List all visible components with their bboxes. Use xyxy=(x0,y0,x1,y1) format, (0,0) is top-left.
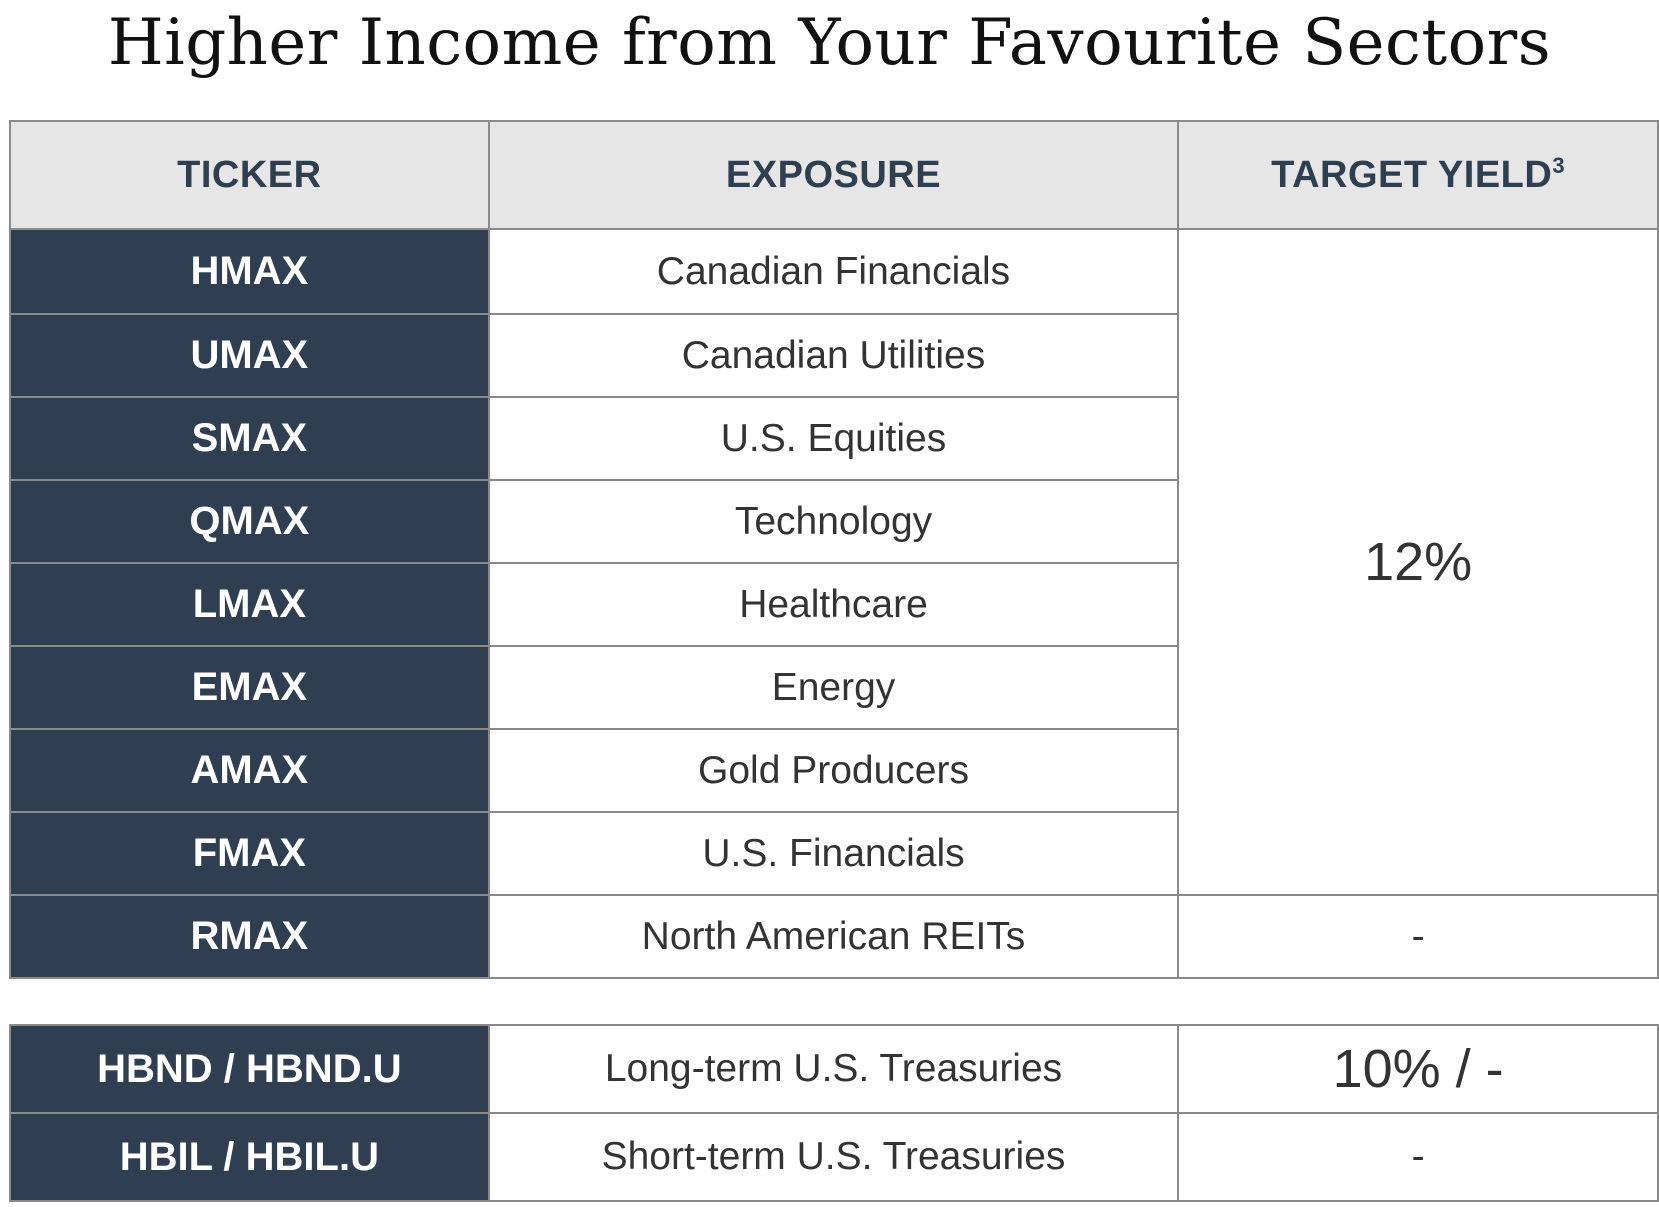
treasury-yield-table: HBND / HBND.U Long-term U.S. Treasuries … xyxy=(9,1024,1659,1202)
exposure-cell: Canadian Financials xyxy=(487,228,1180,315)
exposure-cell: Healthcare xyxy=(487,562,1180,647)
group-yield-cell: 12% xyxy=(1177,228,1659,896)
page-title: Higher Income from Your Favourite Sector… xyxy=(107,6,1552,80)
table-row: UMAX Canadian Utilities xyxy=(9,313,1658,398)
table-row: FMAX U.S. Financials xyxy=(9,811,1658,896)
exposure-cell: Canadian Utilities xyxy=(487,313,1180,398)
ticker-cell: AMAX xyxy=(9,728,490,813)
ticker-cell: LMAX xyxy=(9,562,490,647)
ticker-cell: RMAX xyxy=(9,894,490,979)
exposure-cell: Short-term U.S. Treasuries xyxy=(487,1112,1180,1202)
ticker-column-header: TICKER xyxy=(9,120,490,230)
yield-cell: 10% / - xyxy=(1177,1024,1659,1114)
ticker-cell: EMAX xyxy=(9,645,490,730)
table-row: HBND / HBND.U Long-term U.S. Treasuries … xyxy=(9,1024,1659,1114)
ticker-header-label: TICKER xyxy=(177,153,322,196)
table-row: RMAX North American REITs - xyxy=(9,894,1659,979)
exposure-header-label: EXPOSURE xyxy=(725,153,942,196)
exposure-cell: U.S. Equities xyxy=(487,396,1180,481)
table-row: EMAX Energy xyxy=(9,645,1658,730)
target-yield-header-label: TARGET YIELD xyxy=(1271,154,1553,196)
footnote-marker: 3 xyxy=(1552,153,1566,178)
table-row: SMAX U.S. Equities xyxy=(9,396,1658,481)
table-header-row: TICKER EXPOSURE TARGET YIELD3 xyxy=(9,120,1659,230)
table-row: LMAX Healthcare xyxy=(9,562,1658,647)
exposure-cell: Technology xyxy=(487,479,1180,564)
exposure-column-header: EXPOSURE xyxy=(487,120,1180,230)
ticker-cell: HMAX xyxy=(9,228,490,315)
ticker-cell: HBND / HBND.U xyxy=(9,1024,490,1114)
ticker-cell: HBIL / HBIL.U xyxy=(9,1112,490,1202)
exposure-cell: Gold Producers xyxy=(487,728,1180,813)
table-row: AMAX Gold Producers xyxy=(9,728,1658,813)
ticker-cell: UMAX xyxy=(9,313,490,398)
exposure-cell: North American REITs xyxy=(487,894,1180,979)
ticker-cell: FMAX xyxy=(9,811,490,896)
table-row: HBIL / HBIL.U Short-term U.S. Treasuries… xyxy=(9,1112,1659,1202)
exposure-cell: Energy xyxy=(487,645,1180,730)
table-row: QMAX Technology xyxy=(9,479,1658,564)
yield-cell: - xyxy=(1177,894,1659,979)
yield-cell: - xyxy=(1177,1112,1659,1202)
exposure-cell: U.S. Financials xyxy=(487,811,1180,896)
exposure-cell: Long-term U.S. Treasuries xyxy=(487,1024,1180,1114)
sector-yield-table: TICKER EXPOSURE TARGET YIELD3 HMAX Canad… xyxy=(9,120,1659,979)
table-row: HMAX Canadian Financials 12% xyxy=(9,228,1659,896)
ticker-cell: QMAX xyxy=(9,479,490,564)
ticker-cell: SMAX xyxy=(9,396,490,481)
target-yield-column-header: TARGET YIELD3 xyxy=(1177,120,1659,230)
